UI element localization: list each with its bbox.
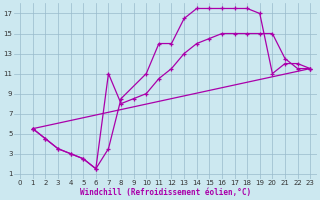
X-axis label: Windchill (Refroidissement éolien,°C): Windchill (Refroidissement éolien,°C) xyxy=(80,188,251,197)
